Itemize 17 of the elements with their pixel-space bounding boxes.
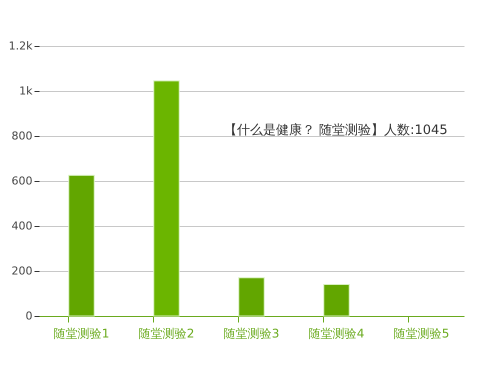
x-tick-label: 随堂测验4	[308, 326, 364, 340]
y-tick-label: 800	[12, 130, 32, 142]
x-tick-label: 随堂测验1	[54, 326, 110, 340]
x-tick-label: 随堂测验2	[138, 326, 194, 340]
y-tick-label: 1.2k	[8, 40, 34, 52]
annotation: 【什么是健康？ 随堂测验】人数:1045	[224, 123, 448, 138]
y-tick-label: 400	[12, 220, 32, 232]
bar	[153, 80, 180, 316]
y-tick-label: 600	[12, 174, 32, 188]
bar	[68, 174, 95, 316]
x-tick-label: 随堂测验5	[394, 326, 450, 340]
bar	[238, 277, 265, 316]
bar	[323, 284, 350, 316]
y-tick-label: 1k	[19, 84, 34, 98]
y-tick-label: 0	[26, 310, 32, 322]
x-tick-label: 随堂测验3	[224, 326, 280, 340]
y-tick-label: 200	[12, 264, 32, 278]
